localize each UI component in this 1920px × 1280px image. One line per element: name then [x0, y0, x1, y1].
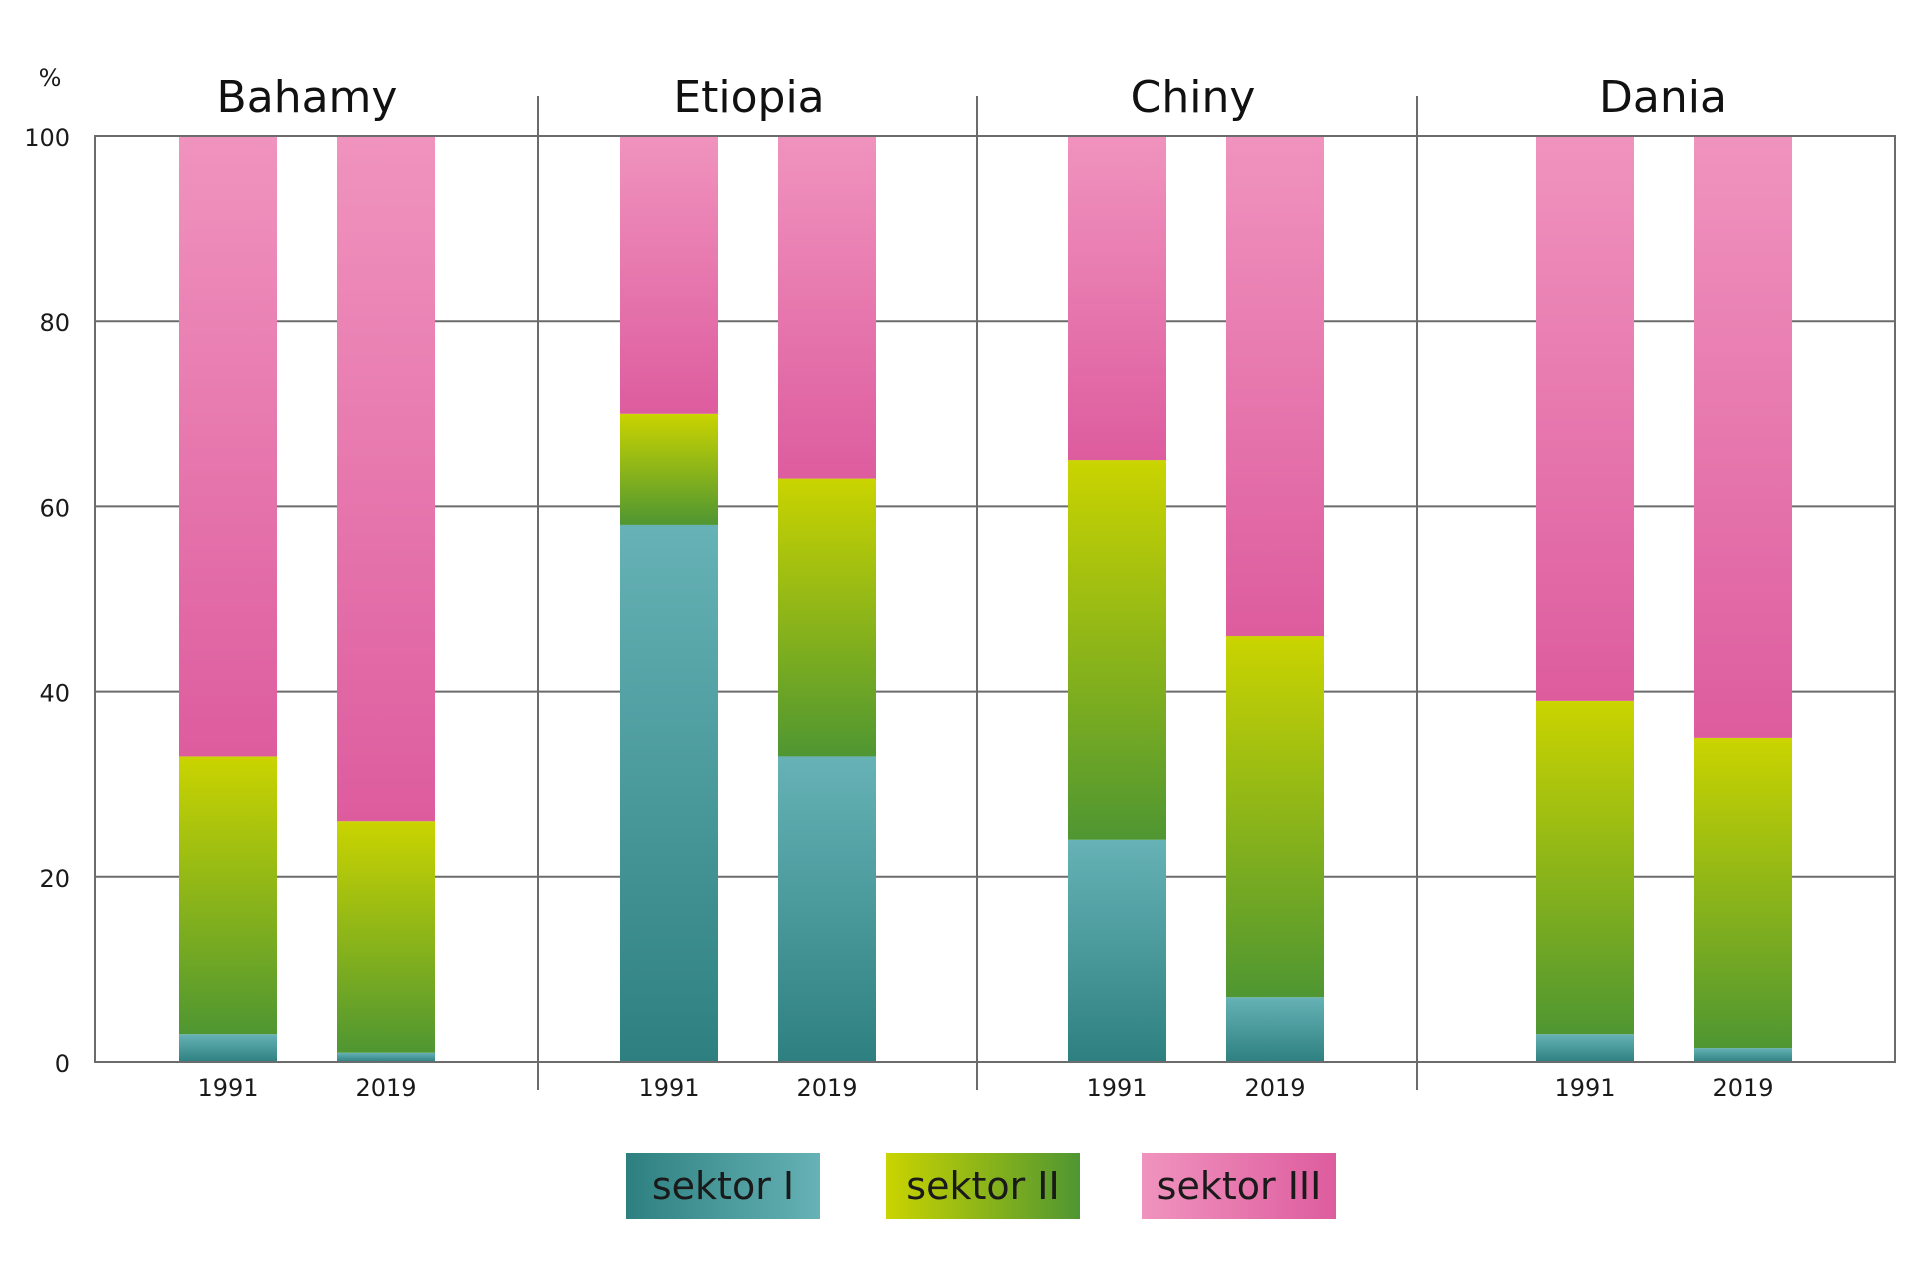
legend-swatch-s3	[1142, 1153, 1336, 1219]
bar-etiopia-2019-s2	[778, 478, 876, 757]
legend-label-s1: sektor I	[652, 1164, 794, 1208]
y-tick-label: 60	[39, 494, 70, 522]
x-tick-label-year: 2019	[1712, 1074, 1773, 1102]
bar-dania-1991-s3	[1536, 136, 1634, 701]
bar-dania-1991-s2	[1536, 700, 1634, 1035]
bar-chiny-1991-s1	[1068, 839, 1166, 1062]
bar-etiopia-1991-s1	[620, 524, 718, 1062]
bar-chiny-2019-s3	[1226, 136, 1324, 637]
bar-etiopia-2019-s3	[778, 136, 876, 479]
bar-etiopia-2019-s1	[778, 756, 876, 1062]
x-tick-label-year: 2019	[355, 1074, 416, 1102]
plot-area-border	[94, 135, 1896, 1063]
bar-bahamy-2019-s2	[337, 821, 435, 1053]
bar-dania-1991-s1	[1536, 1034, 1634, 1062]
bar-chiny-2019-s1	[1226, 997, 1324, 1062]
bar-dania-2019-s1	[1694, 1048, 1792, 1062]
legend-swatch-s2	[886, 1153, 1080, 1219]
bar-bahamy-2019-s3	[337, 136, 435, 822]
bar-bahamy-2019-s1	[337, 1052, 435, 1062]
plot-frame	[94, 96, 1896, 1090]
x-tick-label-year: 1991	[1086, 1074, 1147, 1102]
bar-dania-2019-s2	[1694, 737, 1792, 1049]
bar-chiny-1991-s2	[1068, 460, 1166, 840]
bar-dania-2019-s3	[1694, 136, 1792, 738]
bar-bahamy-1991-s1	[179, 1034, 277, 1062]
legend-label-s3: sektor III	[1157, 1164, 1322, 1208]
x-tick-label-year: 1991	[1554, 1074, 1615, 1102]
y-tick-label: 80	[39, 309, 70, 337]
bar-etiopia-1991-s3	[620, 136, 718, 414]
y-tick-label: 40	[39, 680, 70, 708]
bar-bahamy-1991-s3	[179, 136, 277, 757]
y-tick-label: 20	[39, 865, 70, 893]
group-title-chiny: Chiny	[1131, 72, 1256, 123]
bar-chiny-1991-s3	[1068, 136, 1166, 461]
legend-swatch-s1	[626, 1153, 820, 1219]
bar-bahamy-1991-s2	[179, 756, 277, 1035]
legend: sektor I sektor II sektor III	[626, 1153, 1336, 1219]
legend-label-s2: sektor II	[906, 1164, 1059, 1208]
x-tick-label-year: 1991	[638, 1074, 699, 1102]
labels: 0 20 40 60 80 100% Bahamy 1991 2019 Etiopia 1991 20…	[24, 64, 1773, 1102]
bar-chiny-2019-s2	[1226, 636, 1324, 998]
x-tick-label-year: 1991	[197, 1074, 258, 1102]
bar-etiopia-1991-s2	[620, 413, 718, 525]
group-title-bahamy: Bahamy	[217, 72, 398, 123]
y-tick-label: 100	[24, 124, 70, 152]
x-tick-label-year: 2019	[796, 1074, 857, 1102]
group-title-etiopia: Etiopia	[673, 72, 824, 123]
y-tick-label: 0	[55, 1050, 70, 1078]
x-tick-label-year: 2019	[1244, 1074, 1305, 1102]
y-unit-label: %	[39, 64, 62, 92]
bars	[179, 136, 1792, 1062]
group-title-dania: Dania	[1599, 72, 1727, 123]
